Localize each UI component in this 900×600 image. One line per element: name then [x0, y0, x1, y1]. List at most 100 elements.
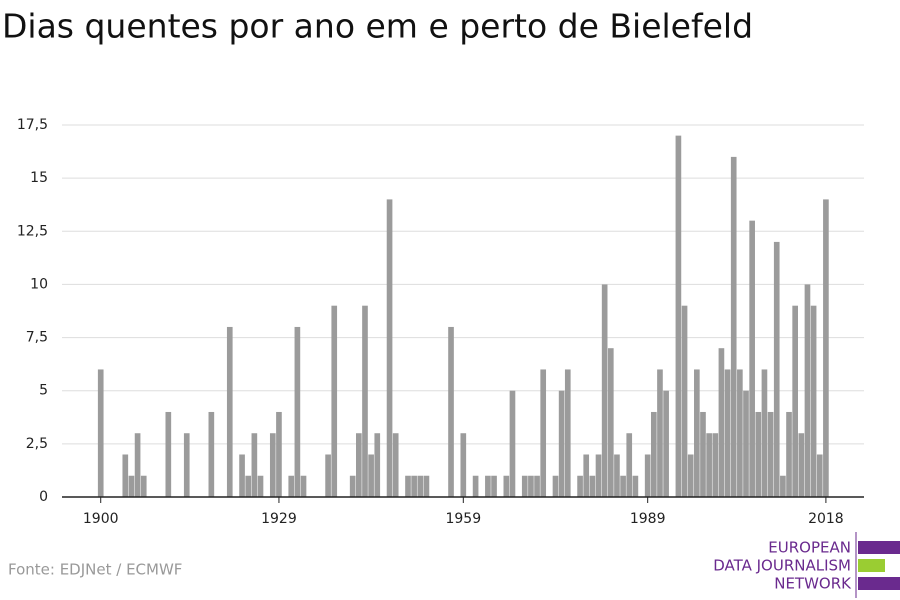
bar [718, 348, 725, 497]
bar [485, 475, 491, 497]
bar [694, 369, 700, 497]
bar [386, 199, 393, 497]
bar [724, 369, 731, 497]
bar [700, 411, 706, 497]
bar [97, 369, 104, 497]
bar [417, 475, 424, 497]
bar [509, 390, 516, 497]
bar [743, 390, 749, 497]
bar [472, 475, 479, 497]
bar [657, 369, 663, 497]
bar [356, 433, 362, 497]
bar [528, 475, 534, 497]
bar [810, 305, 817, 497]
bar [823, 199, 829, 497]
logo-bar [858, 559, 885, 572]
x-tick-label: 1900 [83, 511, 119, 527]
bar [816, 454, 823, 497]
bar [325, 454, 331, 497]
bar [362, 305, 368, 497]
bar [737, 369, 743, 497]
bar [165, 411, 172, 497]
logo-text: DATA JOURNALISM [713, 557, 851, 575]
bar [269, 433, 276, 497]
bar [786, 411, 792, 497]
bar [540, 369, 547, 497]
y-tick-label: 10 [30, 276, 48, 292]
bar [614, 454, 620, 497]
y-tick-label: 15 [30, 170, 48, 186]
bar [552, 475, 559, 497]
bar [245, 475, 252, 497]
bar [288, 475, 295, 497]
y-tick-label: 7,5 [26, 330, 48, 346]
bar [564, 369, 571, 497]
bar [300, 475, 307, 497]
bar [767, 411, 774, 497]
bar [798, 433, 805, 497]
x-tick-label: 2018 [808, 511, 844, 527]
bar [368, 454, 374, 497]
bar [644, 454, 651, 497]
logo-text: NETWORK [774, 575, 852, 593]
bar [491, 475, 497, 497]
bar [632, 475, 639, 497]
x-tick-label: 1989 [630, 511, 666, 527]
bar [405, 475, 411, 497]
bar [349, 475, 356, 497]
bar [521, 475, 528, 497]
bar [134, 433, 141, 497]
bar [460, 433, 467, 497]
bar [761, 369, 768, 497]
logo-text: EUROPEAN [768, 539, 851, 557]
logo-bar [858, 577, 900, 590]
bar [687, 454, 694, 497]
y-tick-label: 17,5 [17, 117, 48, 133]
bar [773, 241, 780, 497]
bar [128, 475, 135, 497]
source: Fonte: EDJNet / ECMWF [8, 561, 182, 579]
bar [423, 475, 430, 497]
x-tick-label: 1959 [445, 511, 481, 527]
chart-title: Dias quentes por ano em e perto de Biele… [2, 7, 753, 46]
bar [663, 390, 669, 497]
bar [755, 411, 762, 497]
bar [448, 326, 454, 497]
bar [294, 326, 301, 497]
bar [251, 433, 258, 497]
bar [577, 475, 583, 497]
bar [331, 305, 338, 497]
bar [749, 220, 755, 497]
y-tick-label: 5 [39, 383, 48, 399]
bar [589, 475, 596, 497]
bar [792, 305, 798, 497]
bar [780, 475, 786, 497]
bar [411, 475, 417, 497]
x-tick-label: 1929 [261, 511, 297, 527]
bar [804, 284, 811, 497]
bar [239, 454, 245, 497]
bar [730, 156, 737, 497]
bar [681, 305, 688, 497]
bar [392, 433, 399, 497]
bar [558, 390, 565, 497]
bar [626, 433, 633, 497]
y-tick-label: 0 [39, 489, 48, 505]
bar [257, 475, 264, 497]
bar [607, 348, 614, 497]
logo-bar [858, 541, 900, 554]
bar [503, 475, 510, 497]
bar [601, 284, 608, 497]
bar [374, 433, 381, 497]
bar [712, 433, 719, 497]
bar [675, 135, 682, 497]
bar [122, 454, 129, 497]
bar [620, 475, 626, 497]
bar [650, 411, 657, 497]
y-tick-label: 2,5 [26, 436, 48, 452]
bar [276, 411, 282, 497]
bar [183, 433, 190, 497]
bar [226, 326, 233, 497]
